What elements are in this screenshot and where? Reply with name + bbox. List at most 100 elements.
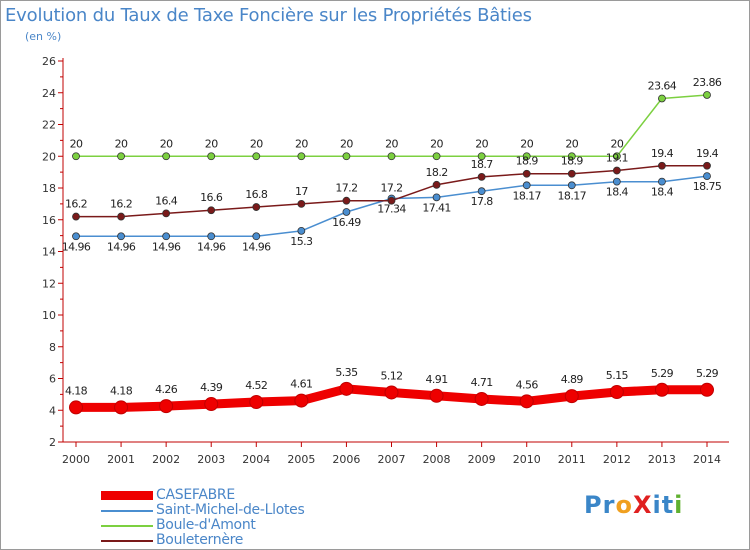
y-tick-label: 22 [42,119,56,132]
proxiti-logo: ProXiti [584,491,683,519]
data-label-bouletern-re: 17.2 [380,182,402,195]
y-tick-label: 12 [42,277,56,290]
data-point-bouletern-re [252,203,261,211]
x-tick-label: 2013 [648,453,676,466]
x-tick-label: 2008 [423,453,451,466]
legend-label-bouleternere: Bouleternère [156,532,244,548]
x-tick-label: 2012 [603,453,631,466]
data-point-saint-michel-de-llotes [297,226,306,235]
data-label-boule-d-amont: 20 [475,137,488,150]
y-axis-unit: (en %) [25,30,62,43]
data-point-boule-d-amont [342,152,351,161]
logo-letter: i [652,491,662,519]
data-label-boule-d-amont: 20 [340,137,353,150]
legend-label-casefabre: CASEFABRE [156,487,235,503]
data-label-boule-d-amont: 20 [520,137,533,150]
data-label-saint-michel-de-llotes: 18.75 [693,180,722,193]
data-label-saint-michel-de-llotes: 14.96 [152,240,181,253]
data-point-casefabre [114,400,129,415]
data-point-casefabre [159,399,174,414]
data-label-casefabre: 5.35 [335,366,358,379]
y-tick-label: 18 [42,182,56,195]
data-label-saint-michel-de-llotes: 18.17 [512,189,541,202]
data-point-boule-d-amont [703,91,711,99]
x-tick-label: 2014 [693,453,721,466]
data-label-bouletern-re: 18.9 [561,155,584,168]
data-label-casefabre: 4.39 [200,381,223,394]
data-point-saint-michel-de-llotes [162,232,171,241]
x-tick-label: 2001 [107,453,135,466]
data-label-bouletern-re: 19.1 [606,152,628,165]
data-point-boule-d-amont [387,152,396,161]
data-label-bouletern-re: 19.4 [651,147,674,160]
logo-letter: r [602,491,616,519]
data-point-saint-michel-de-llotes [207,232,216,241]
y-tick-label: 16 [42,214,56,227]
data-label-saint-michel-de-llotes: 18.17 [558,189,587,202]
data-label-saint-michel-de-llotes: 14.96 [62,240,91,253]
data-label-boule-d-amont: 20 [295,137,308,150]
data-label-casefabre: 4.71 [471,376,493,389]
data-point-casefabre [654,382,669,397]
data-label-boule-d-amont: 20 [565,137,578,150]
data-point-bouletern-re [432,180,441,189]
data-point-casefabre [700,382,714,397]
data-label-bouletern-re: 17.2 [335,182,357,195]
data-label-casefabre: 4.89 [561,373,584,386]
data-point-saint-michel-de-llotes [72,232,80,241]
legend-swatch-saint-michel [101,510,153,512]
data-point-boule-d-amont [477,152,486,161]
data-point-bouletern-re [72,212,80,221]
data-point-casefabre [609,384,624,399]
data-label-boule-d-amont: 20 [70,137,83,150]
x-tick-label: 2007 [378,453,406,466]
data-label-bouletern-re: 16.2 [110,198,132,211]
data-label-bouletern-re: 19.4 [696,147,719,160]
logo-letter: i [674,491,684,519]
y-tick-label: 20 [42,150,56,163]
data-point-boule-d-amont [297,152,306,161]
data-label-boule-d-amont: 20 [115,137,128,150]
data-point-boule-d-amont [117,152,125,161]
data-label-casefabre: 4.52 [245,379,267,392]
data-point-casefabre [249,394,264,409]
data-label-boule-d-amont: 20 [205,137,218,150]
data-point-boule-d-amont [432,152,441,161]
data-label-bouletern-re: 16.8 [245,188,268,201]
x-tick-label: 2010 [513,453,541,466]
legend-swatch-casefabre [101,491,153,500]
data-label-casefabre: 5.29 [651,367,674,380]
data-point-casefabre [339,381,354,396]
x-tick-label: 2000 [62,453,90,466]
data-point-casefabre [429,388,444,403]
data-point-bouletern-re [522,169,531,178]
y-tick-label: 24 [42,87,56,100]
data-point-saint-michel-de-llotes [477,187,486,196]
data-label-casefabre: 4.18 [65,384,88,397]
data-label-bouletern-re: 18.2 [426,166,448,179]
y-tick-label: 26 [42,55,56,68]
data-label-boule-d-amont: 20 [430,137,443,150]
data-label-casefabre: 4.26 [155,383,178,396]
x-tick-label: 2009 [468,453,496,466]
data-point-casefabre [384,385,399,400]
data-label-bouletern-re: 16.4 [155,194,178,207]
data-point-saint-michel-de-llotes [117,232,125,241]
y-tick-label: 10 [42,309,56,322]
data-label-bouletern-re: 18.9 [516,155,539,168]
data-label-saint-michel-de-llotes: 14.96 [242,240,271,253]
data-label-casefabre: 4.91 [426,373,448,386]
data-point-bouletern-re [567,169,576,178]
y-tick-label: 2 [49,436,56,449]
data-label-bouletern-re: 16.6 [200,191,223,204]
data-point-boule-d-amont [162,152,171,161]
data-point-saint-michel-de-llotes [703,172,711,180]
data-point-bouletern-re [658,161,666,170]
data-label-boule-d-amont: 23.64 [648,79,677,92]
data-point-bouletern-re [117,212,125,221]
data-point-saint-michel-de-llotes [567,181,576,190]
y-tick-label: 14 [42,246,56,259]
data-point-bouletern-re [162,209,171,218]
data-label-bouletern-re: 17 [295,185,308,198]
